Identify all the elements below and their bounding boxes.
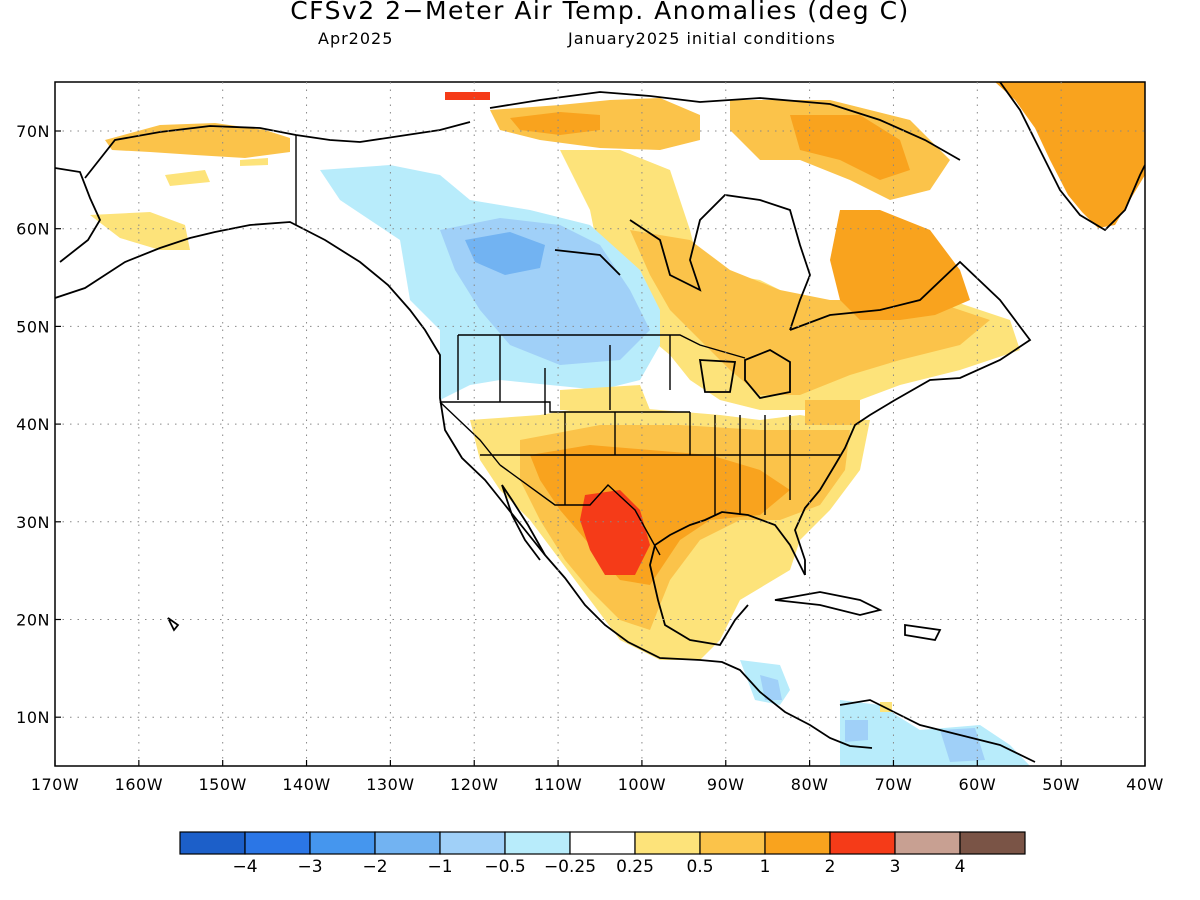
legend-label: −1 <box>427 857 452 877</box>
lon-label: 60W <box>958 775 996 794</box>
lon-label: 40W <box>1126 775 1164 794</box>
lon-label: 70W <box>875 775 913 794</box>
legend-swatch <box>374 831 441 855</box>
lon-label: 110W <box>534 775 582 794</box>
lat-lon-grid <box>55 82 1145 766</box>
lon-label: 130W <box>366 775 414 794</box>
lat-label: 30N <box>16 513 50 532</box>
chart-title: CFSv2 2−Meter Air Temp. Anomalies (deg C… <box>290 0 910 25</box>
legend-label: 0.25 <box>616 857 654 877</box>
lon-label: 90W <box>707 775 745 794</box>
legend-label: −3 <box>297 857 322 877</box>
lon-label: 140W <box>282 775 330 794</box>
lon-label: 120W <box>450 775 498 794</box>
legend-label: 3 <box>890 857 901 877</box>
legend-label: −4 <box>232 857 257 877</box>
legend-swatch <box>959 831 1026 855</box>
lat-label: 40N <box>16 415 50 434</box>
legend-swatch <box>764 831 831 855</box>
lon-label: 50W <box>1042 775 1080 794</box>
legend-label: 2 <box>825 857 836 877</box>
legend-swatch <box>634 831 701 855</box>
legend-swatch <box>569 831 636 855</box>
legend-swatch <box>179 831 246 855</box>
lat-label: 70N <box>16 122 50 141</box>
political-borders <box>295 135 840 556</box>
legend-swatch <box>439 831 506 855</box>
legend-label: 1 <box>760 857 771 877</box>
legend-label: −0.5 <box>484 857 525 877</box>
lon-label: 80W <box>791 775 829 794</box>
initial-conditions: January2025 initial conditions <box>568 29 836 48</box>
lat-label: 60N <box>16 220 50 239</box>
legend-label: 4 <box>955 857 966 877</box>
legend-swatch <box>829 831 896 855</box>
legend-swatch <box>504 831 571 855</box>
lon-label: 160W <box>115 775 163 794</box>
legend-label: −0.25 <box>544 857 596 877</box>
lon-label: 100W <box>618 775 666 794</box>
legend-swatch <box>699 831 766 855</box>
color-legend: −4 −3 −2 −1 −0.5 −0.25 0.25 0.5 1 2 3 4 <box>179 831 1026 877</box>
legend-label: 0.5 <box>686 857 713 877</box>
lon-label: 170W <box>31 775 79 794</box>
anomaly-fields <box>90 82 1145 766</box>
legend-swatch <box>244 831 311 855</box>
lat-label: 10N <box>16 708 50 727</box>
forecast-month: Apr2025 <box>318 29 394 48</box>
lat-label: 50N <box>16 317 50 336</box>
lon-label: 150W <box>199 775 247 794</box>
legend-swatch <box>894 831 961 855</box>
map-axes: 170W 160W 150W 140W 130W 120W 110W 100W 90W 80W 70… <box>16 122 1164 794</box>
legend-swatch <box>309 831 376 855</box>
lat-label: 20N <box>16 611 50 630</box>
legend-label: −2 <box>362 857 387 877</box>
